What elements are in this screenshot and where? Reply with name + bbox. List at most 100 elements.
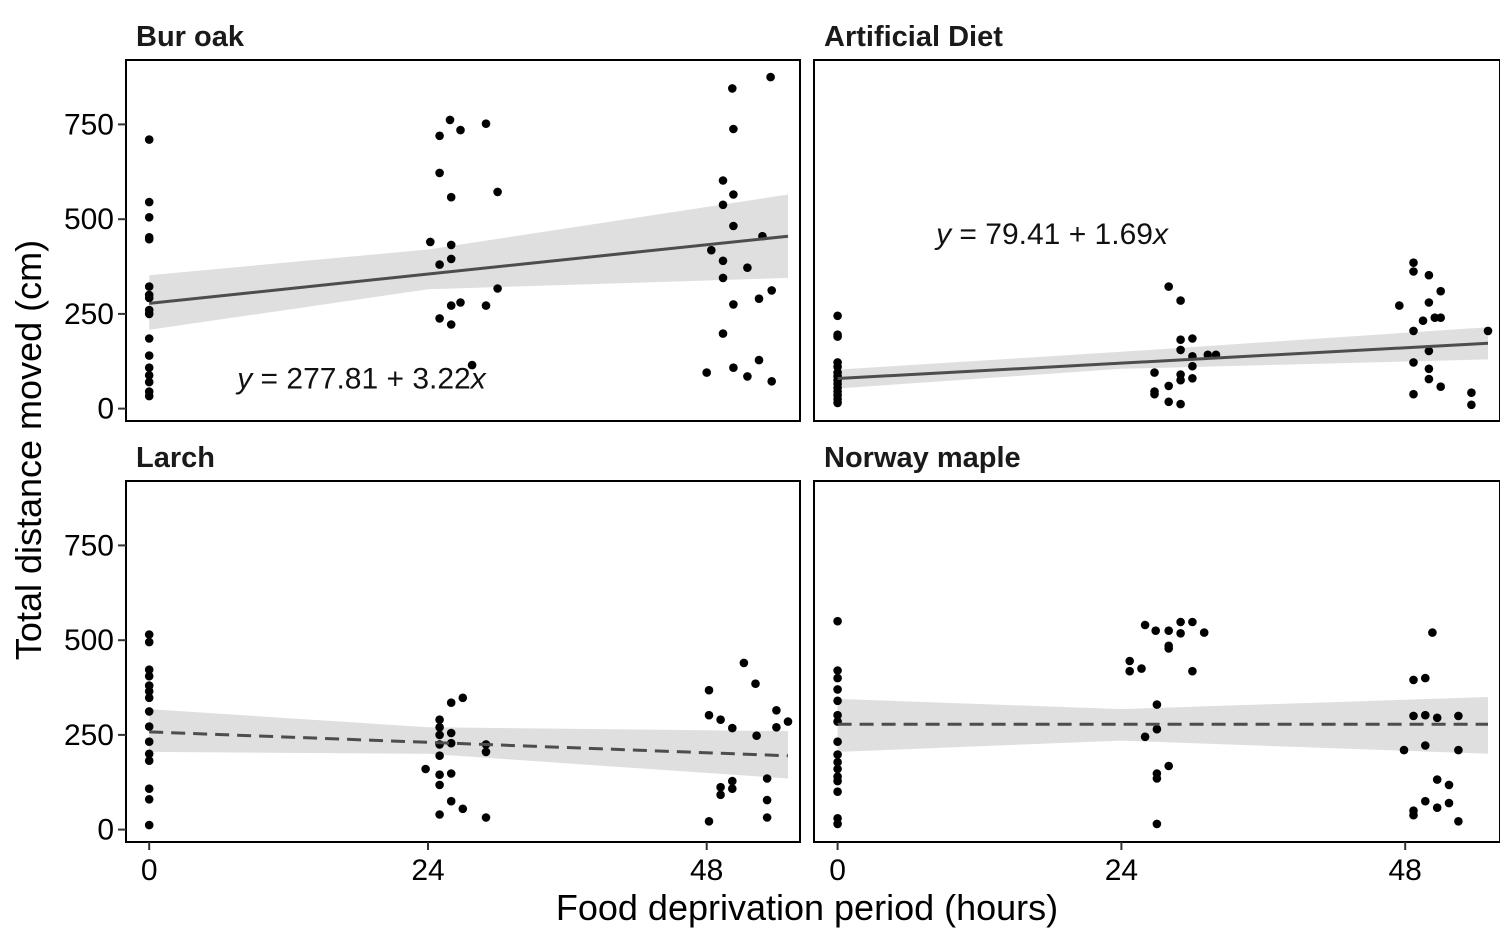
data-point <box>1454 817 1463 826</box>
data-point <box>833 764 842 774</box>
data-point <box>1150 368 1159 377</box>
data-point <box>481 813 491 822</box>
data-point <box>833 787 842 796</box>
data-point <box>716 790 725 800</box>
data-point <box>144 197 154 207</box>
data-point <box>1421 673 1430 683</box>
regression-line-artificial-diet <box>837 341 1489 380</box>
data-point <box>728 776 737 786</box>
data-point <box>833 311 842 321</box>
data-point <box>1150 389 1159 399</box>
data-point <box>435 810 444 819</box>
data-point <box>421 764 430 774</box>
data-point <box>772 723 781 732</box>
data-point <box>833 776 842 786</box>
data-point <box>435 723 444 732</box>
data-point <box>1137 664 1146 673</box>
data-point <box>1424 346 1434 356</box>
data-point <box>833 696 842 706</box>
data-point <box>1409 711 1418 721</box>
data-point <box>144 234 154 244</box>
data-point <box>1152 700 1162 709</box>
data-point <box>833 819 842 829</box>
data-point <box>1140 732 1150 742</box>
x-tick-label: 48 <box>1389 854 1422 887</box>
data-point <box>1176 375 1185 385</box>
data-point <box>716 715 725 724</box>
data-point <box>1188 334 1197 343</box>
data-point <box>144 351 154 360</box>
data-point <box>833 332 842 341</box>
data-point <box>458 804 468 814</box>
data-point <box>1399 745 1409 755</box>
data-point <box>456 298 465 307</box>
data-point <box>144 363 154 373</box>
data-point <box>446 769 456 778</box>
data-point <box>456 125 465 135</box>
data-point <box>729 124 738 134</box>
data-point <box>729 363 738 373</box>
panel-title-larch: Larch <box>136 442 215 474</box>
x-tick-label: 24 <box>411 854 444 887</box>
data-point <box>752 731 761 740</box>
data-point <box>1199 628 1209 637</box>
data-point <box>716 782 725 792</box>
data-point <box>493 187 502 197</box>
data-point <box>783 717 793 726</box>
data-point <box>144 707 154 716</box>
data-point <box>1164 282 1173 291</box>
data-point <box>1176 335 1185 345</box>
data-point <box>766 72 775 82</box>
data-point <box>772 706 781 715</box>
data-point <box>1409 326 1418 336</box>
data-point <box>426 237 435 247</box>
data-point <box>144 135 154 144</box>
data-point <box>1409 810 1418 820</box>
data-point <box>1421 710 1430 720</box>
x-tick-label: 0 <box>141 854 158 887</box>
data-point <box>435 131 444 141</box>
data-point <box>1151 626 1160 635</box>
data-point <box>144 334 154 343</box>
data-point <box>1176 629 1185 638</box>
y-tick-label: 750 <box>64 529 114 562</box>
data-point <box>435 780 444 790</box>
panel-norway-maple: Norway maple 0 24 48 <box>813 442 1500 887</box>
panel-border-larch <box>125 480 801 843</box>
data-point <box>144 749 154 759</box>
x-tick-label: 0 <box>829 854 846 887</box>
data-point <box>767 286 776 295</box>
data-point <box>1454 745 1463 755</box>
panel-title-bur-oak: Bur oak <box>136 21 245 53</box>
data-point <box>1432 775 1442 784</box>
panel-border-norway-maple <box>813 480 1500 843</box>
data-point <box>1409 258 1418 268</box>
data-point <box>833 666 842 675</box>
data-point <box>754 294 764 304</box>
data-point <box>833 685 842 694</box>
data-point <box>704 685 714 695</box>
data-point <box>1188 666 1197 676</box>
confidence-band-norway-maple <box>837 697 1488 754</box>
data-point <box>1409 389 1418 399</box>
data-point <box>707 245 716 255</box>
panel-title-norway-maple: Norway maple <box>824 442 1021 474</box>
data-point <box>1188 361 1197 371</box>
data-point <box>767 377 776 386</box>
data-point <box>833 673 842 683</box>
data-point <box>1152 774 1162 783</box>
x-tick-label: 24 <box>1105 854 1138 887</box>
data-point <box>481 747 491 757</box>
data-point <box>1176 399 1185 409</box>
data-point <box>493 284 502 293</box>
data-point <box>1444 798 1454 808</box>
data-point <box>1395 301 1404 310</box>
data-point <box>1432 713 1442 723</box>
data-point <box>1152 819 1162 829</box>
panel-artificial-diet: Artificial Diet y = 79.41 + 1.69x <box>813 21 1500 422</box>
data-point <box>704 817 714 826</box>
data-point <box>1454 711 1463 721</box>
panel-larch: Larch 0 250 500 750 0 24 48 <box>64 442 801 887</box>
data-point <box>1164 626 1173 635</box>
data-point <box>1467 388 1476 398</box>
